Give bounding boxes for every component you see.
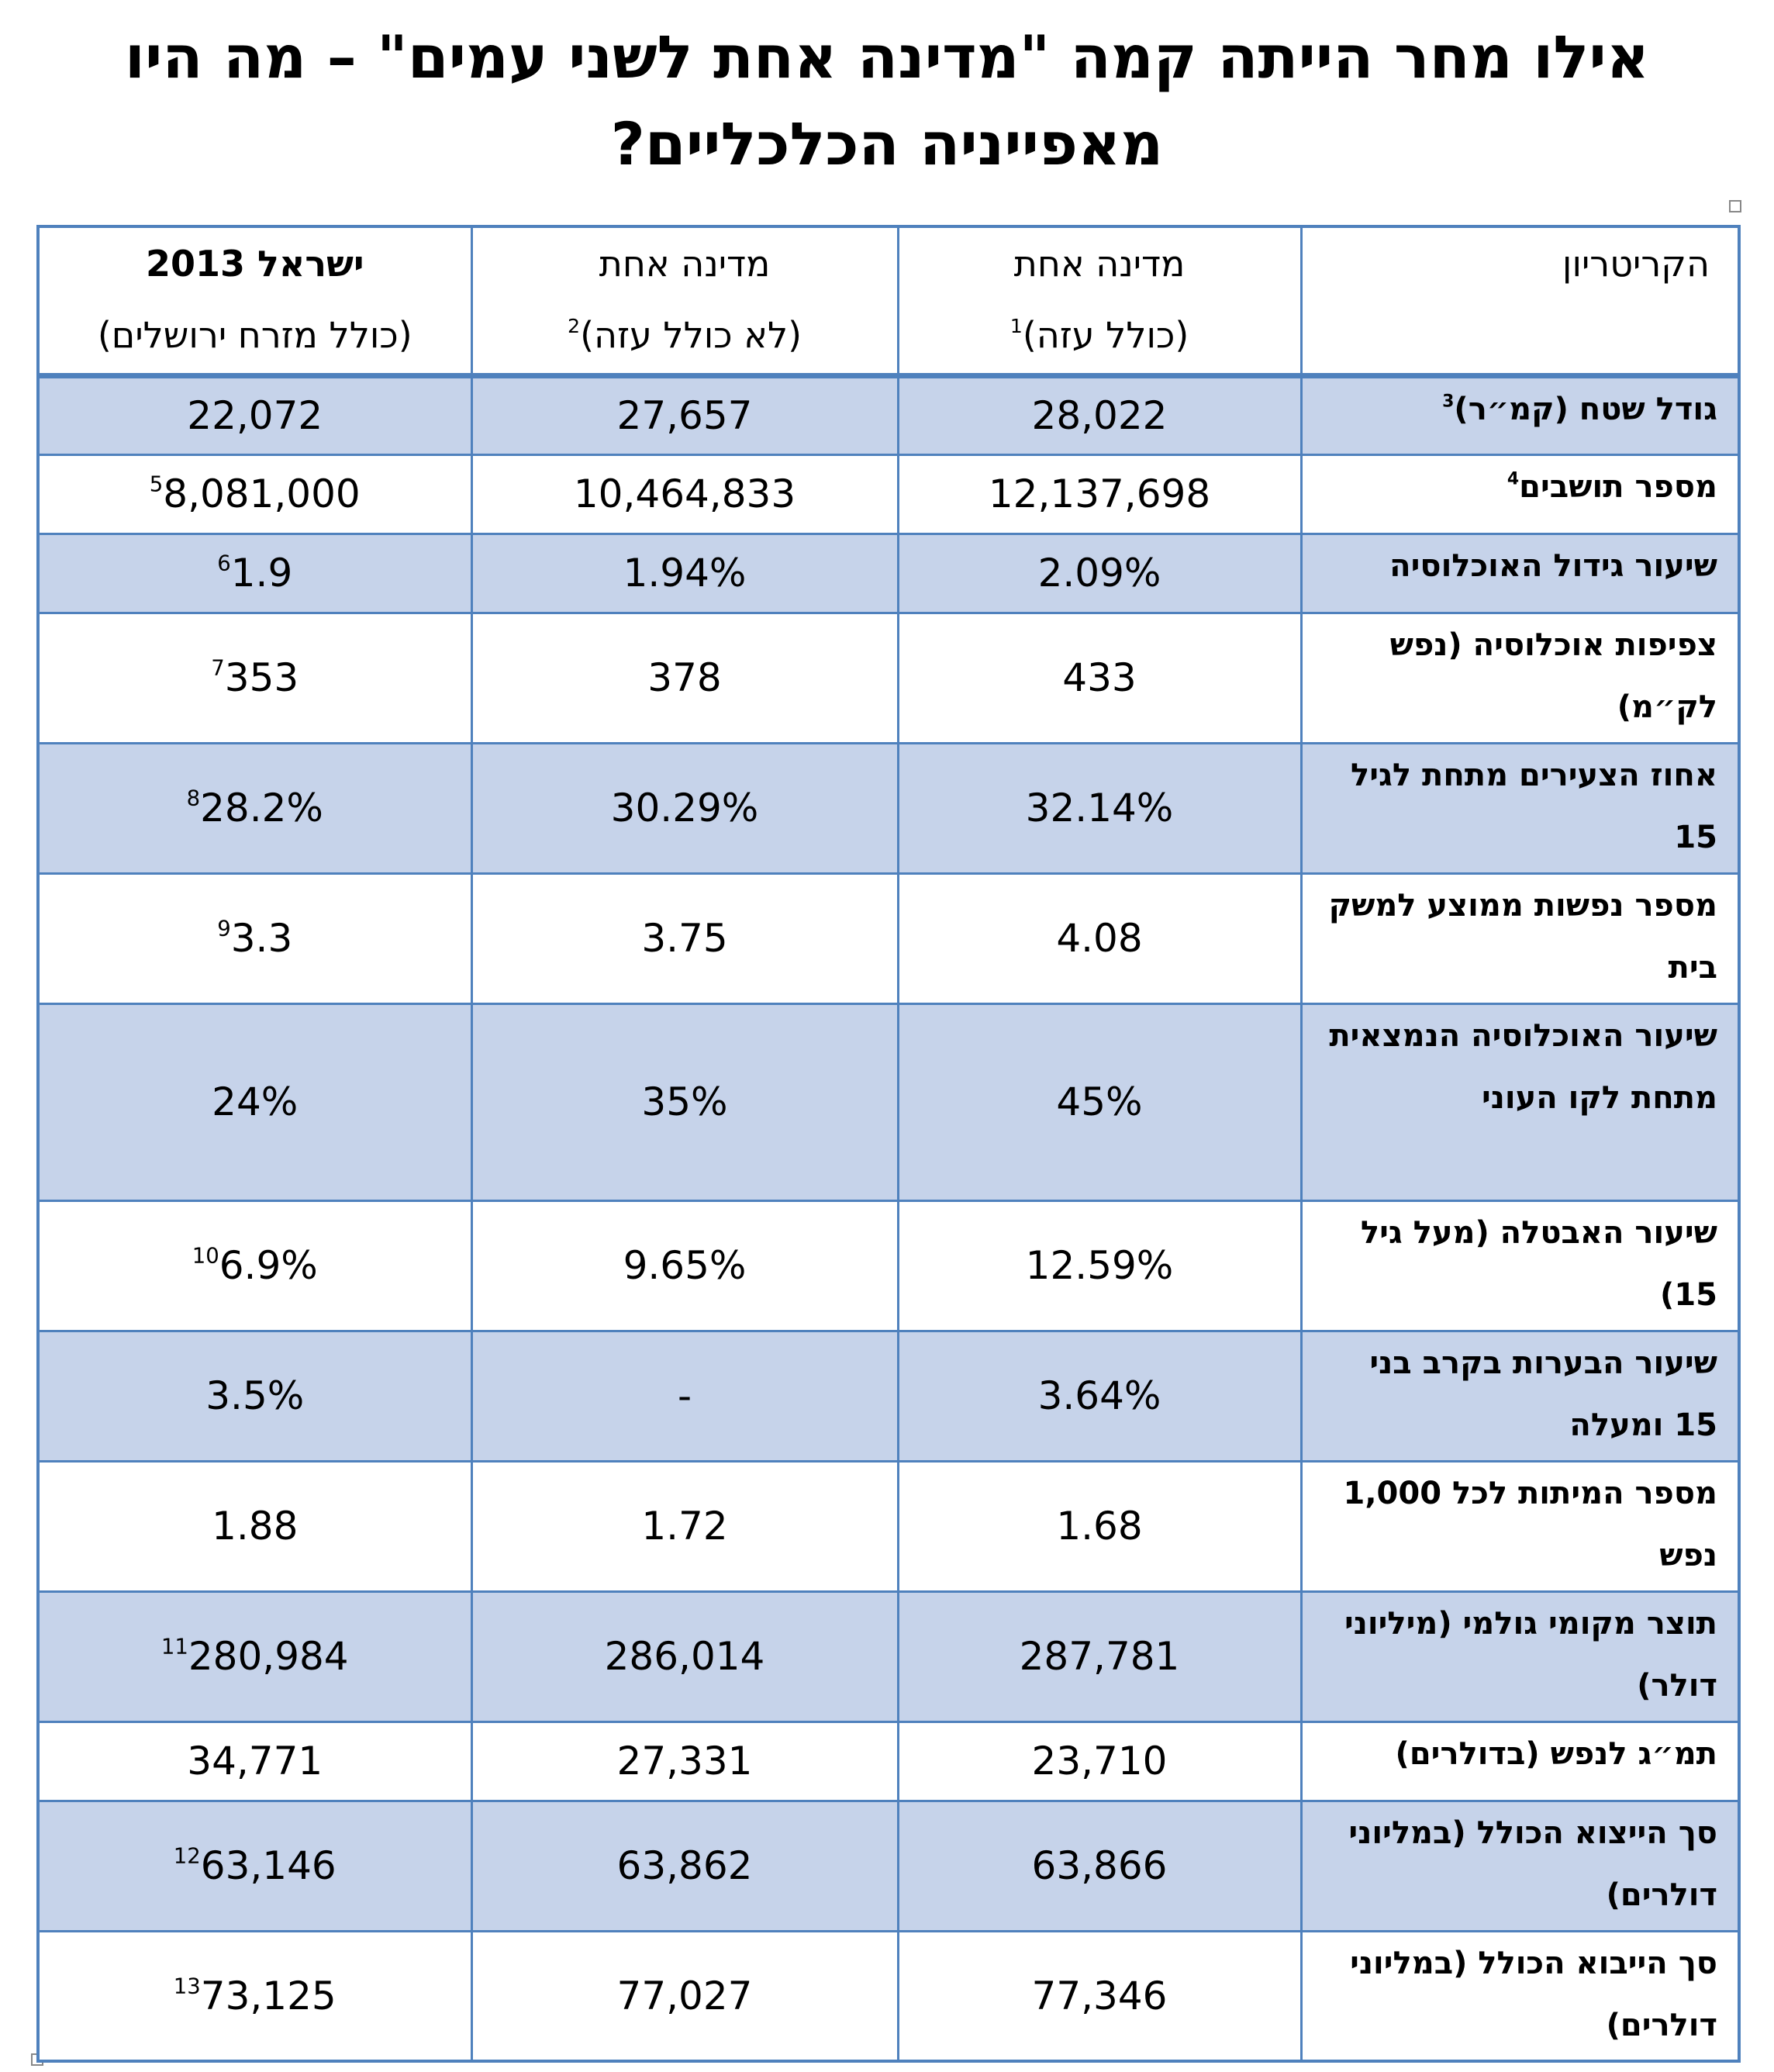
table-row: תמ״ג לנפש (בדולרים) 23,710 27,331 34,771: [36, 1721, 1741, 1802]
footnote-ref: 9: [217, 916, 231, 941]
one-state-no-gaza-cell: 77,027: [470, 1931, 899, 2063]
header-row: הקריטריון מדינה אחת (כולל עזה)1 מדינה אח…: [36, 226, 1741, 378]
table-row: שיעור האוכלוסיה הנמצאית מתחת לקו העוני 45…: [36, 1003, 1741, 1202]
footnote-ref: 3: [1442, 392, 1455, 411]
table-move-handle[interactable]: [1729, 200, 1741, 212]
israel-2013-cell: 61.9: [36, 534, 473, 614]
one-state-gaza-cell: 28,022: [896, 375, 1303, 456]
criterion-cell: שיעור האוכלוסיה הנמצאית מתחת לקו העוני: [1299, 1003, 1741, 1202]
page-title: אילו מחר הייתה קמה "מדינה אחת לשני עמים"…: [124, 22, 1650, 178]
one-state-no-gaza-cell: 35%: [470, 1003, 899, 1202]
israel-2013-cell: 22,072: [36, 375, 473, 456]
israel-2013-cell: 828.2%: [36, 743, 473, 875]
one-state-no-gaza-cell: 378: [470, 613, 899, 744]
table-row: תוצר מקומי גולמי (מיליוני דולר) 287,781 28…: [36, 1591, 1741, 1723]
footnote-ref: 13: [173, 1974, 201, 1999]
table-row: מספר נפשות ממוצע למשק בית 4.08 3.75 93.3: [36, 873, 1741, 1005]
footnote-ref: 11: [160, 1634, 188, 1659]
header-one-state-gaza: מדינה אחת (כולל עזה)1: [896, 226, 1303, 378]
table-row: שיעור האבטלה (מעל גיל 15) 12.59% 9.65% 106.…: [36, 1200, 1741, 1332]
criterion-cell: סך הייבוא הכולל (במליוני דולרים): [1299, 1931, 1741, 2063]
criterion-cell: גודל שטח (קמ״ר)3: [1299, 375, 1741, 456]
criterion-cell: אחוז הצעירים מתחת לגיל 15: [1299, 743, 1741, 875]
table-row: אחוז הצעירים מתחת לגיל 15 32.14% 30.29% 828…: [36, 743, 1741, 875]
table-row: מספר תושבים4 12,137,698 10,464,833 58,081,0…: [36, 454, 1741, 535]
footnote-ref: 8: [186, 786, 201, 811]
criterion-cell: מספר נפשות ממוצע למשק בית: [1299, 873, 1741, 1005]
criterion-cell: צפיפות אוכלוסיה (נפש לק״מ): [1299, 613, 1741, 744]
one-state-no-gaza-cell: 10,464,833: [470, 454, 899, 535]
table-row: סך הייבוא הכולל (במליוני דולרים) 77,346 77…: [36, 1931, 1741, 2063]
israel-2013-cell: 1373,125: [36, 1931, 473, 2063]
one-state-gaza-cell: 23,710: [896, 1721, 1303, 1802]
table-row: שיעור גידול האוכלוסיה 2.09% 1.94% 61.9: [36, 534, 1741, 614]
one-state-gaza-cell: 45%: [896, 1003, 1303, 1202]
israel-2013-cell: 58,081,000: [36, 454, 473, 535]
one-state-gaza-cell: 4.08: [896, 873, 1303, 1005]
one-state-gaza-cell: 12.59%: [896, 1200, 1303, 1332]
one-state-no-gaza-cell: 27,657: [470, 375, 899, 456]
israel-2013-cell: 93.3: [36, 873, 473, 1005]
one-state-gaza-cell: 63,866: [896, 1801, 1303, 1932]
one-state-no-gaza-cell: 27,331: [470, 1721, 899, 1802]
one-state-no-gaza-cell: 9.65%: [470, 1200, 899, 1332]
israel-2013-cell: 34,771: [36, 1721, 473, 1802]
one-state-no-gaza-cell: 286,014: [470, 1591, 899, 1723]
footnote-ref: 1: [1010, 315, 1023, 338]
criterion-cell: מספר המיתות לכל 1,000 נפש: [1299, 1461, 1741, 1593]
footnote-ref: 2: [567, 315, 581, 338]
israel-2013-cell: 24%: [36, 1003, 473, 1202]
footnote-ref: 7: [211, 655, 225, 681]
table-row: גודל שטח (קמ״ר)3 28,022 27,657 22,072: [36, 375, 1741, 456]
one-state-gaza-cell: 32.14%: [896, 743, 1303, 875]
one-state-gaza-cell: 77,346: [896, 1931, 1303, 2063]
criterion-cell: מספר תושבים4: [1299, 454, 1741, 535]
one-state-no-gaza-cell: 63,862: [470, 1801, 899, 1932]
comparison-table: הקריטריון מדינה אחת (כולל עזה)1 מדינה אח…: [36, 225, 1741, 2063]
footnote-ref: 10: [192, 1243, 219, 1269]
footnote-ref: 6: [217, 551, 231, 576]
israel-2013-cell: 3.5%: [36, 1331, 473, 1462]
criterion-cell: סך הייצוא הכולל (במליוני דולרים): [1299, 1801, 1741, 1932]
header-criterion: הקריטריון: [1299, 226, 1741, 378]
criterion-cell: שיעור הבערות בקרב בני 15 ומעלה: [1299, 1331, 1741, 1462]
table-row: מספר המיתות לכל 1,000 נפש 1.68 1.72 1.88: [36, 1461, 1741, 1593]
one-state-gaza-cell: 3.64%: [896, 1331, 1303, 1462]
criterion-cell: שיעור האבטלה (מעל גיל 15): [1299, 1200, 1741, 1332]
one-state-no-gaza-cell: -: [470, 1331, 899, 1462]
header-one-state-no-gaza: מדינה אחת (לא כולל עזה)2: [470, 226, 899, 378]
one-state-gaza-cell: 433: [896, 613, 1303, 744]
one-state-gaza-cell: 287,781: [896, 1591, 1303, 1723]
criterion-cell: שיעור גידול האוכלוסיה: [1299, 534, 1741, 614]
header-israel-2013: ישראל 2013 (כולל מזרח ירושלים): [36, 226, 473, 378]
one-state-gaza-cell: 1.68: [896, 1461, 1303, 1593]
israel-2013-cell: 106.9%: [36, 1200, 473, 1332]
table-row: שיעור הבערות בקרב בני 15 ומעלה 3.64% -3.5%: [36, 1331, 1741, 1462]
israel-2013-cell: 1263,146: [36, 1801, 473, 1932]
table-row: צפיפות אוכלוסיה (נפש לק״מ) 433 378 7353: [36, 613, 1741, 744]
one-state-gaza-cell: 12,137,698: [896, 454, 1303, 535]
israel-2013-cell: 11280,984: [36, 1591, 473, 1723]
one-state-no-gaza-cell: 1.94%: [470, 534, 899, 614]
table-row: סך הייצוא הכולל (במליוני דולרים) 63,866 63…: [36, 1801, 1741, 1932]
israel-2013-cell: 1.88: [36, 1461, 473, 1593]
israel-2013-cell: 7353: [36, 613, 473, 744]
one-state-gaza-cell: 2.09%: [896, 534, 1303, 614]
one-state-no-gaza-cell: 3.75: [470, 873, 899, 1005]
footnote-ref: 4: [1507, 469, 1520, 489]
criterion-cell: תוצר מקומי גולמי (מיליוני דולר): [1299, 1591, 1741, 1723]
criterion-cell: תמ״ג לנפש (בדולרים): [1299, 1721, 1741, 1802]
footnote-ref: 12: [173, 1843, 201, 1869]
one-state-no-gaza-cell: 1.72: [470, 1461, 899, 1593]
one-state-no-gaza-cell: 30.29%: [470, 743, 899, 875]
footnote-ref: 5: [149, 471, 164, 497]
